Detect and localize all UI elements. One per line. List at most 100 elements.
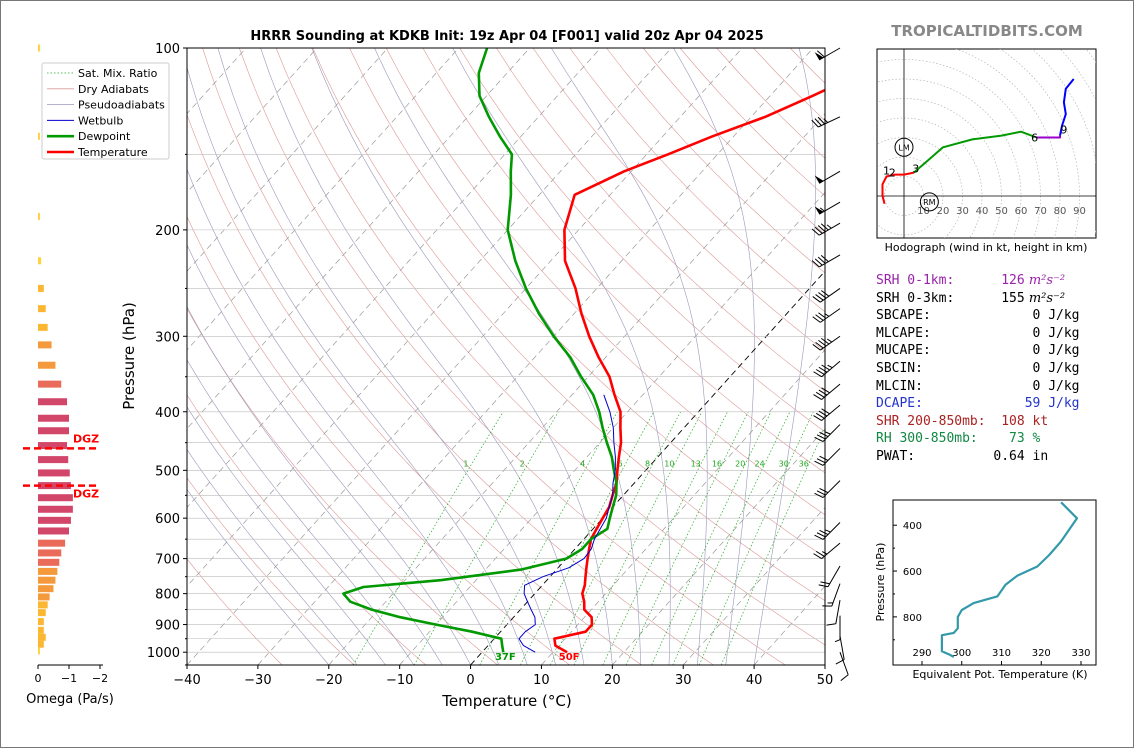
hodograph-labels: 10 20 30 40 50 60 70 80 90 12 3 6 9 LM RM xyxy=(883,124,1086,217)
pseudoadiabat xyxy=(187,449,358,665)
wind-barb xyxy=(814,448,841,466)
y-tick-label: 700 xyxy=(155,553,180,568)
y-tick-label: 900 xyxy=(155,619,180,634)
y-tick-label: 600 xyxy=(155,512,180,527)
dry-adiabat xyxy=(187,113,642,665)
omega-bar xyxy=(38,132,40,140)
theta-e-y-label: Pressure (hPa) xyxy=(874,543,887,622)
stat-value: 0.64 xyxy=(977,449,1025,464)
wind-barbs xyxy=(811,47,849,682)
omega-bar xyxy=(38,284,44,292)
stat-value: 155 xyxy=(969,290,1025,306)
pressure-ticks: 100 200 300 400 500 600 700 800 900 1000 xyxy=(147,42,187,666)
wind-barb xyxy=(811,254,841,268)
mixing-ratio-line xyxy=(625,411,749,665)
pseudoadiabat xyxy=(551,48,708,665)
omega-bar xyxy=(38,516,71,524)
wind-barb xyxy=(814,480,841,499)
theta-e-x-tick-label: 300 xyxy=(952,648,971,659)
wind-barb xyxy=(814,47,841,61)
dry-adiabat xyxy=(187,215,570,665)
profile-temperature xyxy=(553,88,825,654)
hodograph xyxy=(877,49,1096,238)
theta-e-profile: 290 300 310 320 330 400 600 800 xyxy=(893,501,1091,665)
legend: Sat. Mix. Ratio Dry Adiabats Pseudoadiabat… xyxy=(41,62,170,160)
wind-barb xyxy=(813,404,841,421)
mixing-ratio-label: 2 xyxy=(520,459,525,468)
storm-motion-label: RM xyxy=(923,198,936,207)
mixing-ratio-line xyxy=(672,411,791,665)
dry-adiabat xyxy=(532,48,825,352)
omega-bar xyxy=(38,593,50,601)
omega-bar xyxy=(38,576,56,584)
y-axis-label: Pressure (hPa) xyxy=(120,302,138,410)
omega-bar xyxy=(38,456,69,464)
stat-row: SBCIN: 0 J/kg xyxy=(876,361,1080,376)
wind-barb xyxy=(814,424,841,442)
omega-bar xyxy=(38,442,68,450)
stat-value: 59 xyxy=(969,396,1041,412)
dry-adiabat xyxy=(385,48,825,516)
omega-bar xyxy=(38,361,56,369)
x-tick-label: 50 xyxy=(817,673,834,688)
stat-value: 0 xyxy=(969,361,1041,376)
stat-row: SRH 0-1km: 126 m²s⁻² xyxy=(876,273,1065,288)
hodograph-height-label: 2 xyxy=(889,167,896,180)
stat-label: MLCIN: xyxy=(876,378,970,394)
mixing-ratio-line xyxy=(549,411,681,665)
wind-barb xyxy=(839,652,849,682)
legend-label: Wetbulb xyxy=(78,114,123,127)
mixing-ratio-line xyxy=(413,411,559,665)
stat-value: 108 xyxy=(985,413,1025,429)
wind-barb xyxy=(812,308,841,323)
storm-motion-label: LM xyxy=(898,143,909,152)
omega-bar xyxy=(38,618,44,626)
x-tick-label: −30 xyxy=(244,673,271,688)
hodograph-ring-label: 80 xyxy=(1054,206,1067,217)
x-tick-label: 20 xyxy=(604,673,621,688)
dry-adiabat xyxy=(422,48,825,474)
mixing-ratio-line xyxy=(698,411,814,665)
surface-label: 37F xyxy=(495,652,516,663)
stat-row: MLCAPE: 0 J/kg xyxy=(876,326,1080,341)
theta-e-line xyxy=(940,501,1079,658)
mixing-ratio-label: 8 xyxy=(645,459,650,468)
watermark-text: TROPICALTIDBITS.COM xyxy=(891,22,1083,40)
y-tick-label: 1000 xyxy=(147,646,180,661)
isotherm-line xyxy=(187,48,318,193)
isotherm-line xyxy=(399,191,825,665)
stat-unit: kt xyxy=(1024,413,1049,429)
hodograph-ring-label: 10 xyxy=(917,206,930,217)
mixing-ratio-line xyxy=(720,427,825,665)
stat-unit: m²s⁻² xyxy=(1024,273,1066,288)
mixing-ratio-label: 30 xyxy=(779,459,789,468)
omega-bar xyxy=(38,527,69,535)
isotherm-line xyxy=(187,48,530,430)
isotherm-line xyxy=(187,48,743,665)
stat-row: SHR 200-850mb: 108 kt xyxy=(876,414,1048,429)
omega-bar xyxy=(38,44,40,52)
mixing-ratio-line xyxy=(479,411,618,665)
omega-bar xyxy=(38,305,46,313)
dry-adiabat xyxy=(275,48,825,646)
storm-motion-marker xyxy=(894,137,914,157)
mixing-ratio-label: 4 xyxy=(580,459,585,468)
stat-value: 0 xyxy=(969,378,1041,394)
dry-adiabat xyxy=(496,48,825,392)
hodograph-caption: Hodograph (wind in kt, height in km) xyxy=(885,241,1088,254)
isotherm-line xyxy=(187,48,672,587)
mixing-ratio-label: 10 xyxy=(664,459,674,468)
dgz-label: DGZ xyxy=(73,432,99,445)
theta-e-x-tick-label: 290 xyxy=(912,648,931,659)
theta-e-y-tick-label: 800 xyxy=(903,613,922,624)
hodograph-ring-label: 40 xyxy=(976,206,989,217)
stat-row: DCAPE: 59 J/kg xyxy=(876,396,1080,411)
pseudoadiabat xyxy=(217,48,556,665)
omega-bar xyxy=(38,257,42,265)
omega-bar xyxy=(38,341,52,349)
omega-bar xyxy=(38,647,40,655)
profile-wetbulb xyxy=(518,394,616,653)
stat-value: 126 xyxy=(969,273,1025,288)
theta-e-frame xyxy=(892,499,1097,666)
x-tick-label: 10 xyxy=(533,673,550,688)
